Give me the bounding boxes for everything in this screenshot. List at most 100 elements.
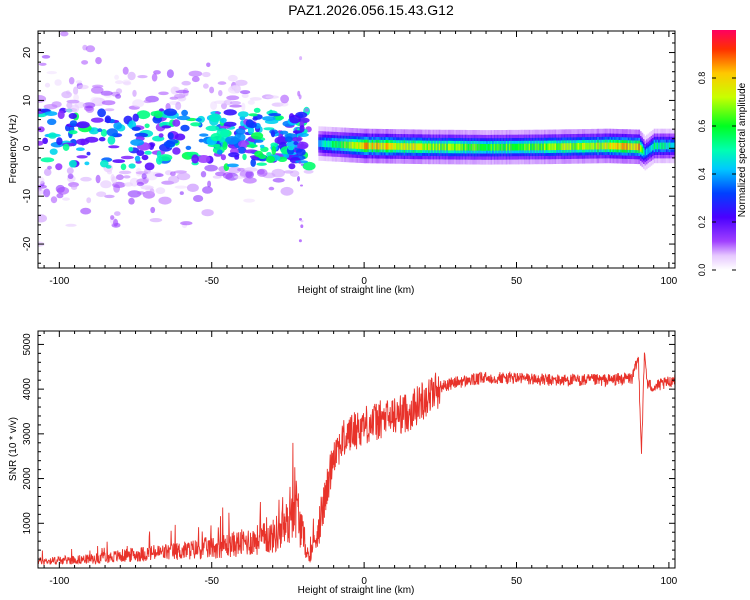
spectrogram-ridge-cell [656, 142, 659, 150]
spectrogram-ridge-cell [603, 142, 606, 150]
snr-ticks: -100 -50 0 50 100 1000 2000 3000 4000 5000 [22, 331, 678, 587]
spectrogram-blob [201, 209, 214, 217]
spectrogram-ridge-cell [667, 142, 670, 150]
spectrogram-ridge-cell [620, 142, 622, 150]
spectrogram-ridge-cell [597, 142, 599, 150]
spectrogram-ridge-cell [586, 142, 589, 150]
spectrogram-blob [191, 76, 200, 83]
spectrogram-ridge-cell [406, 143, 409, 150]
spectrogram-blob [128, 197, 135, 205]
spectrogram-ridge-cell [377, 142, 380, 150]
spectrogram-blob [100, 160, 109, 168]
spectrogram-ridge-cell [425, 143, 427, 151]
spectrogram-ridge-cell [382, 142, 385, 150]
spectrogram-blob [68, 130, 78, 135]
spectrogram-ridge-cell [403, 143, 406, 150]
spectrogram-ridge-cell [396, 143, 398, 150]
spectrogram-blob [262, 116, 276, 121]
spectrogram-blob [104, 115, 112, 124]
spectrogram-ridge-cell [632, 143, 634, 150]
spectrogram-blob [240, 90, 251, 95]
spectrogram-blob [132, 89, 137, 97]
spectrogram-ridge-cell [556, 143, 558, 151]
colorbar-tick-label: 0.0 [697, 264, 707, 277]
spectrogram-blob [105, 165, 112, 169]
spectrogram-blob [163, 140, 176, 148]
spectrogram-blob [172, 147, 181, 155]
spectrogram-ridge-cell [665, 142, 668, 150]
spectrogram-blob [241, 93, 249, 99]
spectrogram-blob [166, 69, 174, 78]
spectrogram-blob [175, 101, 182, 111]
snr-xtick-label: -50 [205, 576, 220, 587]
spectrogram-blob [141, 173, 147, 180]
spectrogram-blob [134, 132, 148, 138]
spectrogram-blob [199, 133, 209, 137]
spectrogram-blob [299, 56, 303, 61]
spectrogram-blob [76, 121, 90, 129]
spectrogram-ridge-cell [388, 142, 391, 150]
spectrogram-blob [47, 165, 52, 170]
spectrogram-blob [65, 223, 77, 227]
spectrogram-blob [200, 171, 207, 178]
spectrogram-blob [285, 136, 293, 143]
spectrogram-ridge-cell [598, 142, 601, 150]
spectrogram-blob [299, 218, 302, 221]
spectrogram-ridge-cell [319, 140, 322, 147]
spectrogram-ridge-cell [524, 143, 526, 151]
spectrogram-blob [80, 176, 92, 182]
spectrogram-ridge-cell [437, 143, 439, 151]
spectrogram-ridge-cell [390, 143, 392, 150]
spectrogram-ridge-cell [655, 142, 657, 150]
spectrogram-blob [136, 110, 151, 120]
spectrogram-blob [43, 168, 52, 176]
spectrogram-ridge-cell [452, 143, 455, 151]
spectrogram-blob [150, 206, 156, 214]
colorbar: 0.0 0.2 0.4 0.6 0.8 Normalized spectral ampl… [697, 30, 748, 276]
spectrogram-blob [289, 114, 301, 124]
spectrogram-ridge-cell [501, 143, 503, 151]
spectrogram-blob [44, 111, 58, 116]
colorbar-tick-label: 0.2 [697, 216, 707, 229]
spectrogram-blob [104, 108, 115, 112]
spectrogram-blob [186, 183, 199, 192]
spectrogram-blob [56, 193, 64, 199]
spectrogram-ytick-label: 10 [22, 94, 33, 106]
spectrogram-blob [98, 137, 106, 142]
spectrogram-blob [55, 163, 63, 171]
spectrogram-ridge-cell [323, 140, 325, 148]
spectrogram-ridge-cell [498, 143, 500, 151]
spectrogram-blob [43, 188, 51, 198]
spectrogram-ridge-cell [635, 143, 638, 151]
spectrogram-ridge-cell [572, 143, 575, 150]
spectrogram-blob [158, 91, 169, 96]
spectrogram-ridge-cell [574, 143, 577, 150]
spectrogram-blob [228, 166, 241, 174]
spectrogram-blob [193, 195, 204, 202]
snr-series-line [38, 352, 675, 566]
spectrogram-ridge-cell [618, 142, 621, 150]
spectrogram-ridge-cell [585, 142, 587, 150]
colorbar-tick-label: 0.8 [697, 72, 707, 85]
snr-xtick-label: -100 [49, 576, 69, 587]
spectrogram-ridge-cell [527, 143, 529, 151]
spectrogram-ridge-cell [475, 143, 478, 151]
spectrogram-blob [64, 107, 78, 113]
spectrogram-blob [144, 162, 155, 171]
spectrogram-blob [48, 132, 57, 139]
spectrogram-ridge-cell [467, 143, 470, 151]
spectrogram-blob [86, 151, 91, 156]
spectrogram-ridge-cell [454, 143, 456, 151]
spectrogram-ridge-cell [345, 141, 348, 149]
spectrogram-blob [202, 186, 213, 194]
spectrogram-blob [271, 145, 277, 155]
spectrogram-ridge-cell [673, 142, 675, 150]
spectrogram-ridge-cell [569, 143, 572, 150]
spectrogram-ridge-cell [528, 143, 531, 151]
spectrogram-blob [298, 239, 302, 243]
snr-frame [37, 330, 676, 569]
spectrogram-ridge-cell [594, 142, 596, 150]
spectrogram-ridge-cell [644, 149, 647, 157]
spectrogram-ridge-cell [653, 142, 656, 150]
